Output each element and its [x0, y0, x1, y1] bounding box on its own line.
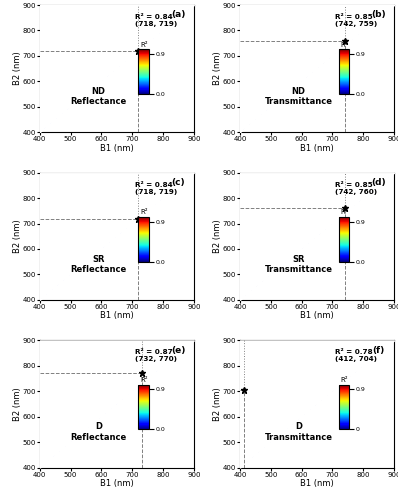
- Text: (b): (b): [371, 10, 386, 19]
- Text: ND
Reflectance: ND Reflectance: [70, 87, 127, 106]
- Y-axis label: B2 (nm): B2 (nm): [13, 220, 22, 253]
- Y-axis label: B2 (nm): B2 (nm): [213, 220, 222, 253]
- Text: R² = 0.84
(718, 719): R² = 0.84 (718, 719): [135, 14, 178, 27]
- Y-axis label: B2 (nm): B2 (nm): [213, 387, 222, 421]
- Text: R² = 0.78
(412, 704): R² = 0.78 (412, 704): [336, 350, 377, 362]
- X-axis label: B1 (nm): B1 (nm): [100, 144, 134, 152]
- X-axis label: B1 (nm): B1 (nm): [300, 479, 334, 488]
- X-axis label: B1 (nm): B1 (nm): [300, 144, 334, 152]
- Text: D
Reflectance: D Reflectance: [70, 422, 127, 442]
- Text: SR
Transmittance: SR Transmittance: [265, 254, 333, 274]
- X-axis label: B1 (nm): B1 (nm): [100, 312, 134, 320]
- Text: D
Transmittance: D Transmittance: [265, 422, 333, 442]
- Text: (d): (d): [371, 178, 386, 187]
- Text: SR
Reflectance: SR Reflectance: [70, 254, 127, 274]
- Text: R² = 0.87
(732, 770): R² = 0.87 (732, 770): [135, 350, 177, 362]
- X-axis label: B1 (nm): B1 (nm): [100, 479, 134, 488]
- Y-axis label: B2 (nm): B2 (nm): [13, 387, 22, 421]
- Text: R² = 0.85
(742, 759): R² = 0.85 (742, 759): [336, 14, 378, 27]
- Text: (c): (c): [172, 178, 185, 187]
- Text: R² = 0.85
(742, 760): R² = 0.85 (742, 760): [336, 182, 378, 194]
- Text: ND
Transmittance: ND Transmittance: [265, 87, 333, 106]
- Text: (f): (f): [373, 346, 385, 354]
- Text: R² = 0.84
(718, 719): R² = 0.84 (718, 719): [135, 182, 178, 194]
- Text: (a): (a): [171, 10, 185, 19]
- Y-axis label: B2 (nm): B2 (nm): [13, 52, 22, 86]
- Text: (e): (e): [171, 346, 185, 354]
- X-axis label: B1 (nm): B1 (nm): [300, 312, 334, 320]
- Y-axis label: B2 (nm): B2 (nm): [213, 52, 222, 86]
